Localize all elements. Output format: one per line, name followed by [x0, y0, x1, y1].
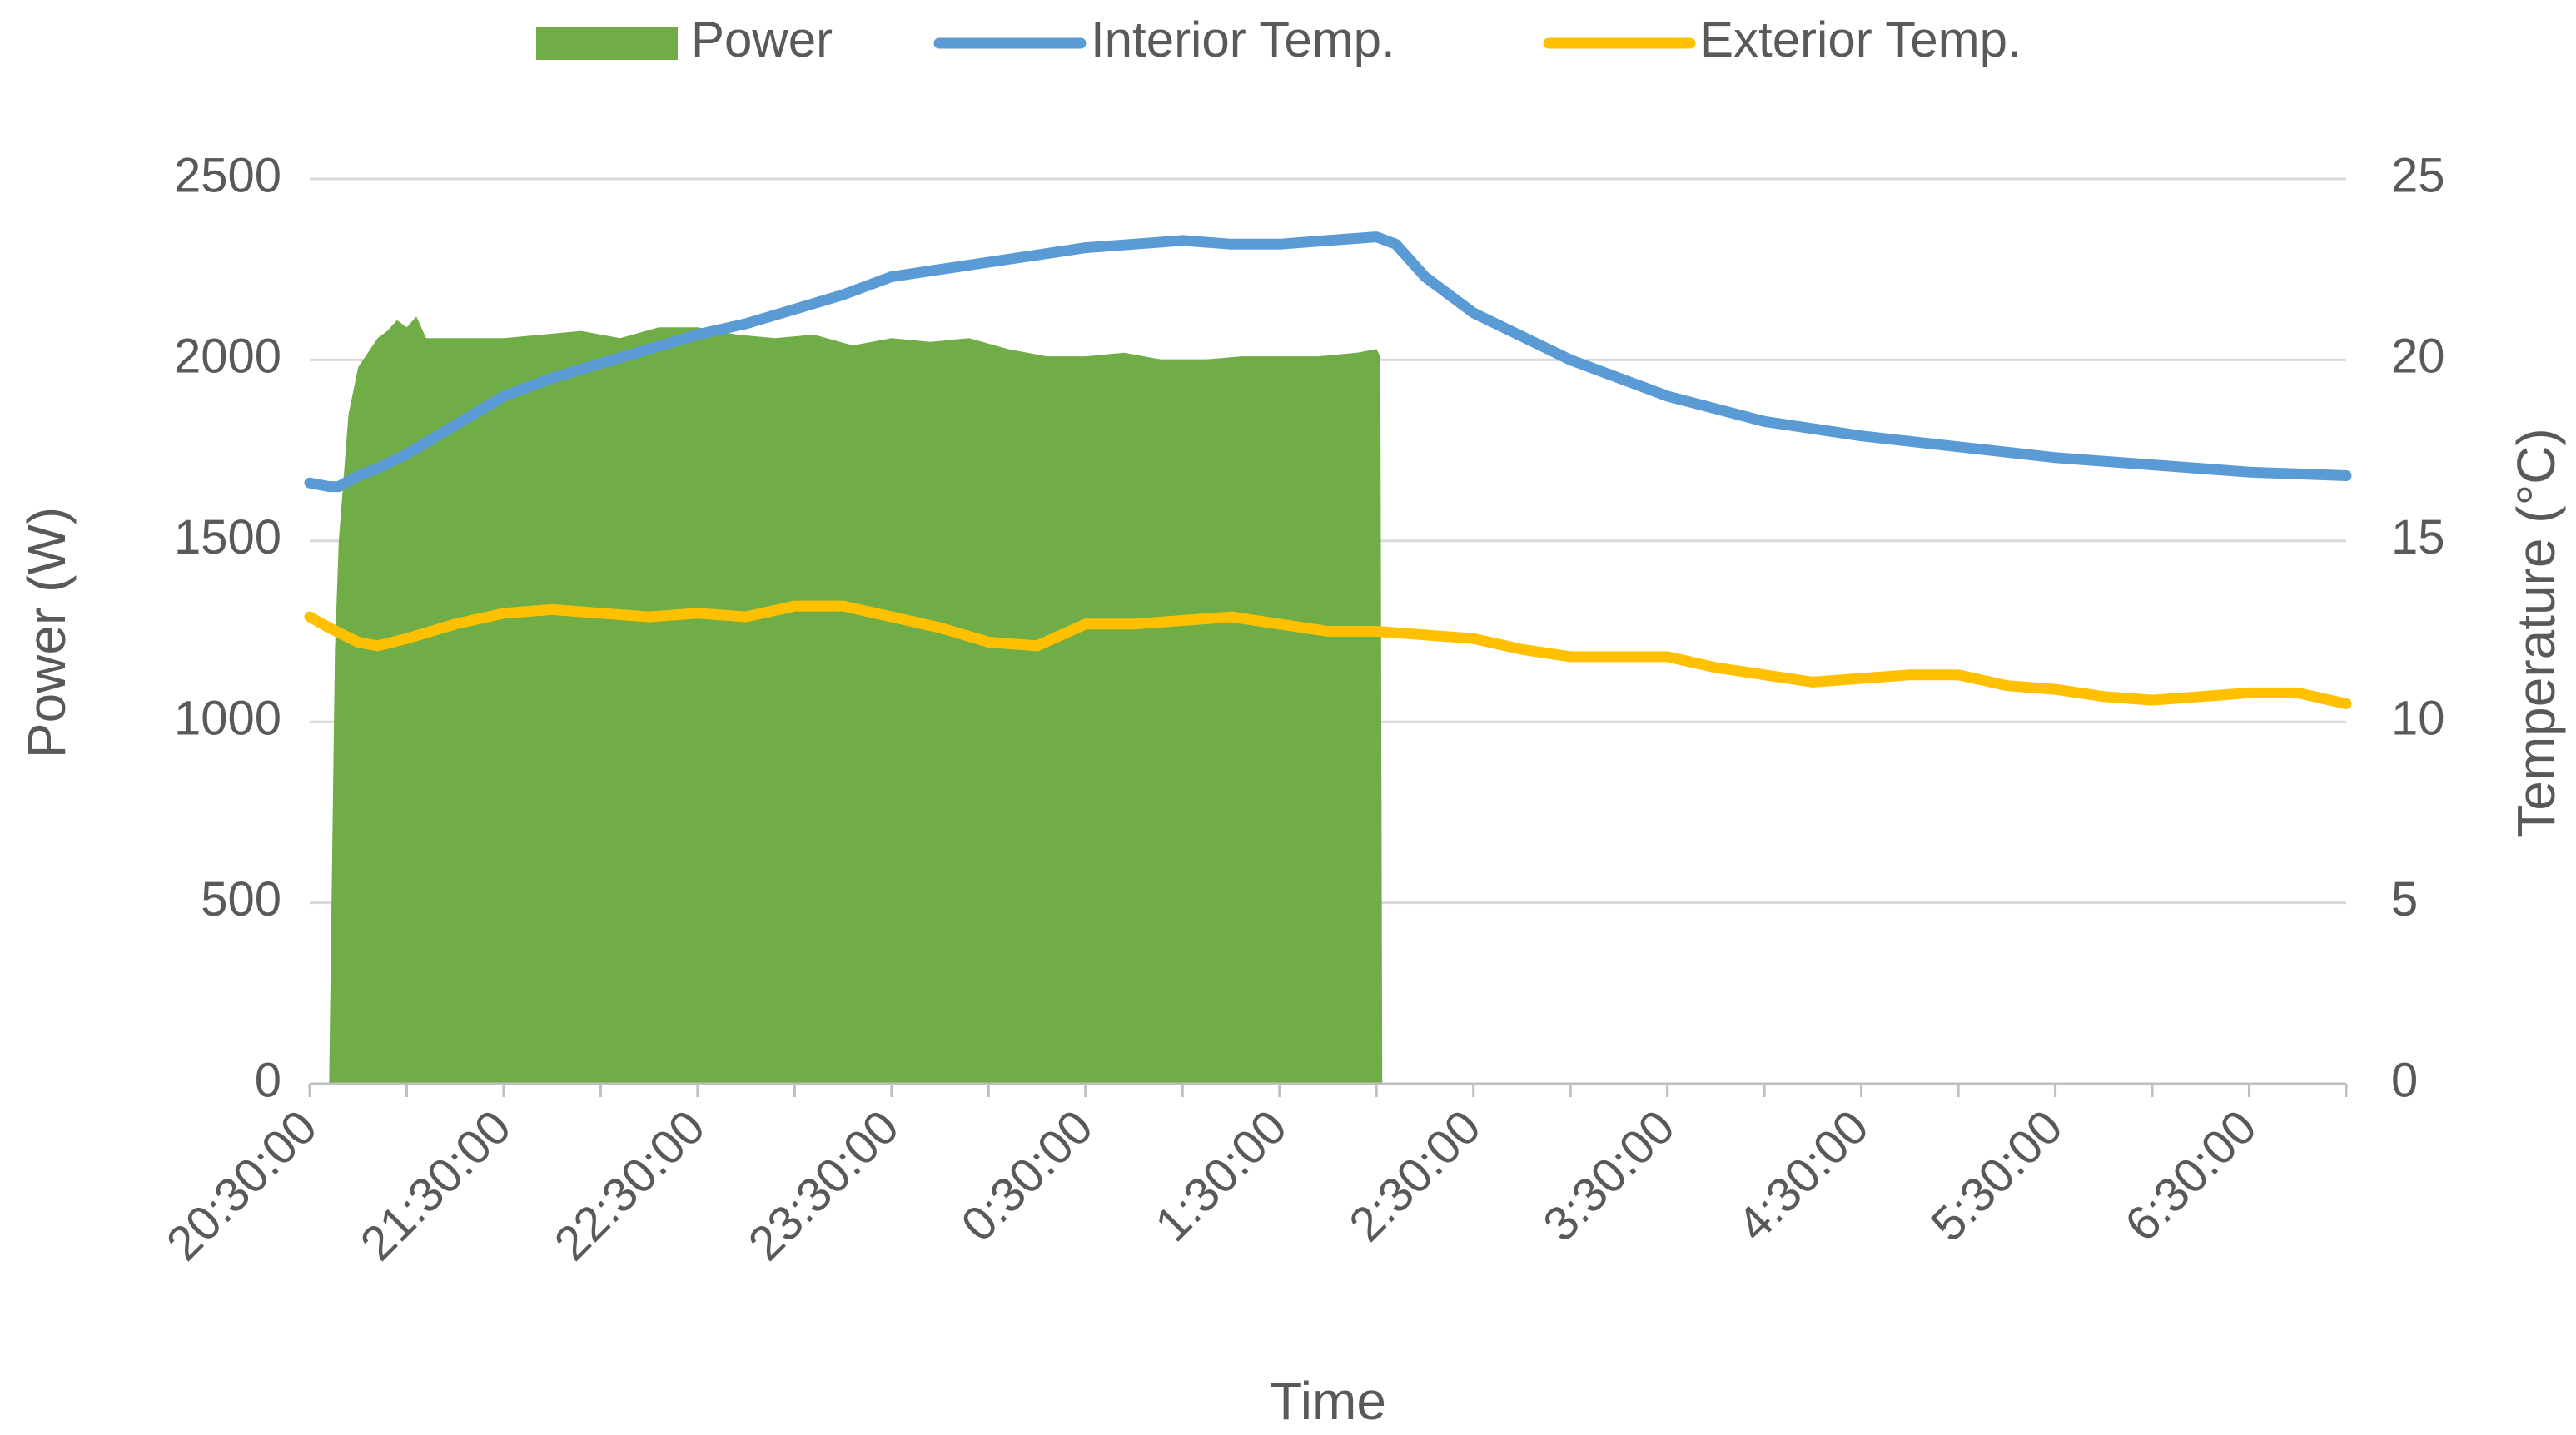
left-axis-title: Power (W) — [17, 507, 77, 758]
x-axis-tick-labels: 20:30:00 21:30:00 22:30:00 23:30:00 0:30:00 1… — [157, 1100, 2267, 1271]
x-tick-label: 6:30:00 — [2115, 1100, 2267, 1252]
left-tick-label: 1000 — [174, 692, 281, 746]
legend: Power Interior Temp. Exterior Temp. — [536, 12, 2022, 67]
left-tick-label: 0 — [255, 1053, 281, 1107]
right-tick-label: 0 — [2391, 1053, 2418, 1107]
x-tick-label: 23:30:00 — [738, 1100, 909, 1271]
interior-temp-line — [304, 231, 2352, 493]
right-tick-label: 20 — [2391, 330, 2445, 384]
x-tick-label: 20:30:00 — [157, 1100, 328, 1271]
x-tick-label: 2:30:00 — [1339, 1100, 1491, 1252]
x-tick-label: 3:30:00 — [1533, 1100, 1685, 1252]
right-tick-label: 15 — [2391, 510, 2445, 564]
power-area — [329, 316, 1383, 1084]
left-axis-tick-labels: 0 500 1000 1500 2000 2500 — [174, 148, 281, 1107]
temperature-line-layer — [304, 231, 2352, 709]
legend-swatch-power — [536, 27, 678, 60]
legend-label-exterior: Exterior Temp. — [1700, 12, 2022, 67]
x-tick-label: 4:30:00 — [1727, 1100, 1879, 1252]
legend-label-interior: Interior Temp. — [1091, 12, 1395, 67]
x-tick-label: 21:30:00 — [351, 1100, 522, 1271]
power-area-layer — [329, 316, 1383, 1084]
x-tick-label: 22:30:00 — [544, 1100, 715, 1271]
left-tick-label: 1500 — [174, 510, 281, 564]
right-tick-label: 25 — [2391, 148, 2445, 202]
left-tick-label: 2500 — [174, 148, 281, 202]
x-axis-ticks — [308, 1084, 2348, 1097]
left-tick-label: 500 — [201, 872, 281, 926]
x-tick-label: 5:30:00 — [1921, 1100, 2073, 1252]
right-axis-title: Temperature (°C) — [2506, 428, 2566, 837]
right-axis-tick-labels: 0 5 10 15 20 25 — [2391, 148, 2445, 1107]
right-tick-label: 5 — [2391, 872, 2418, 926]
legend-label-power: Power — [691, 12, 833, 67]
right-tick-label: 10 — [2391, 692, 2445, 746]
left-tick-label: 2000 — [174, 330, 281, 384]
exterior-temp-line — [304, 600, 2352, 709]
x-tick-label: 0:30:00 — [951, 1100, 1103, 1252]
x-tick-label: 1:30:00 — [1145, 1100, 1297, 1252]
x-axis-title: Time — [1270, 1371, 1386, 1431]
